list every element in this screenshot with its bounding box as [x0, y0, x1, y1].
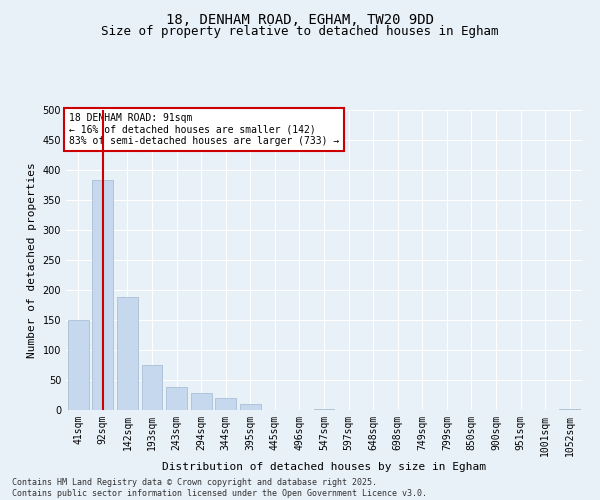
Text: Contains HM Land Registry data © Crown copyright and database right 2025.
Contai: Contains HM Land Registry data © Crown c… [12, 478, 427, 498]
X-axis label: Distribution of detached houses by size in Egham: Distribution of detached houses by size … [162, 462, 486, 471]
Text: 18 DENHAM ROAD: 91sqm
← 16% of detached houses are smaller (142)
83% of semi-det: 18 DENHAM ROAD: 91sqm ← 16% of detached … [68, 113, 339, 146]
Bar [142, 365, 163, 410]
Bar [92, 180, 113, 410]
Text: Size of property relative to detached houses in Egham: Size of property relative to detached ho… [101, 25, 499, 38]
Bar [68, 320, 89, 410]
Y-axis label: Number of detached properties: Number of detached properties [27, 162, 37, 358]
Text: 18, DENHAM ROAD, EGHAM, TW20 9DD: 18, DENHAM ROAD, EGHAM, TW20 9DD [166, 12, 434, 26]
Bar [240, 404, 261, 410]
Bar [215, 398, 236, 410]
Bar [191, 393, 212, 410]
Bar [166, 387, 187, 410]
Bar [117, 297, 138, 410]
